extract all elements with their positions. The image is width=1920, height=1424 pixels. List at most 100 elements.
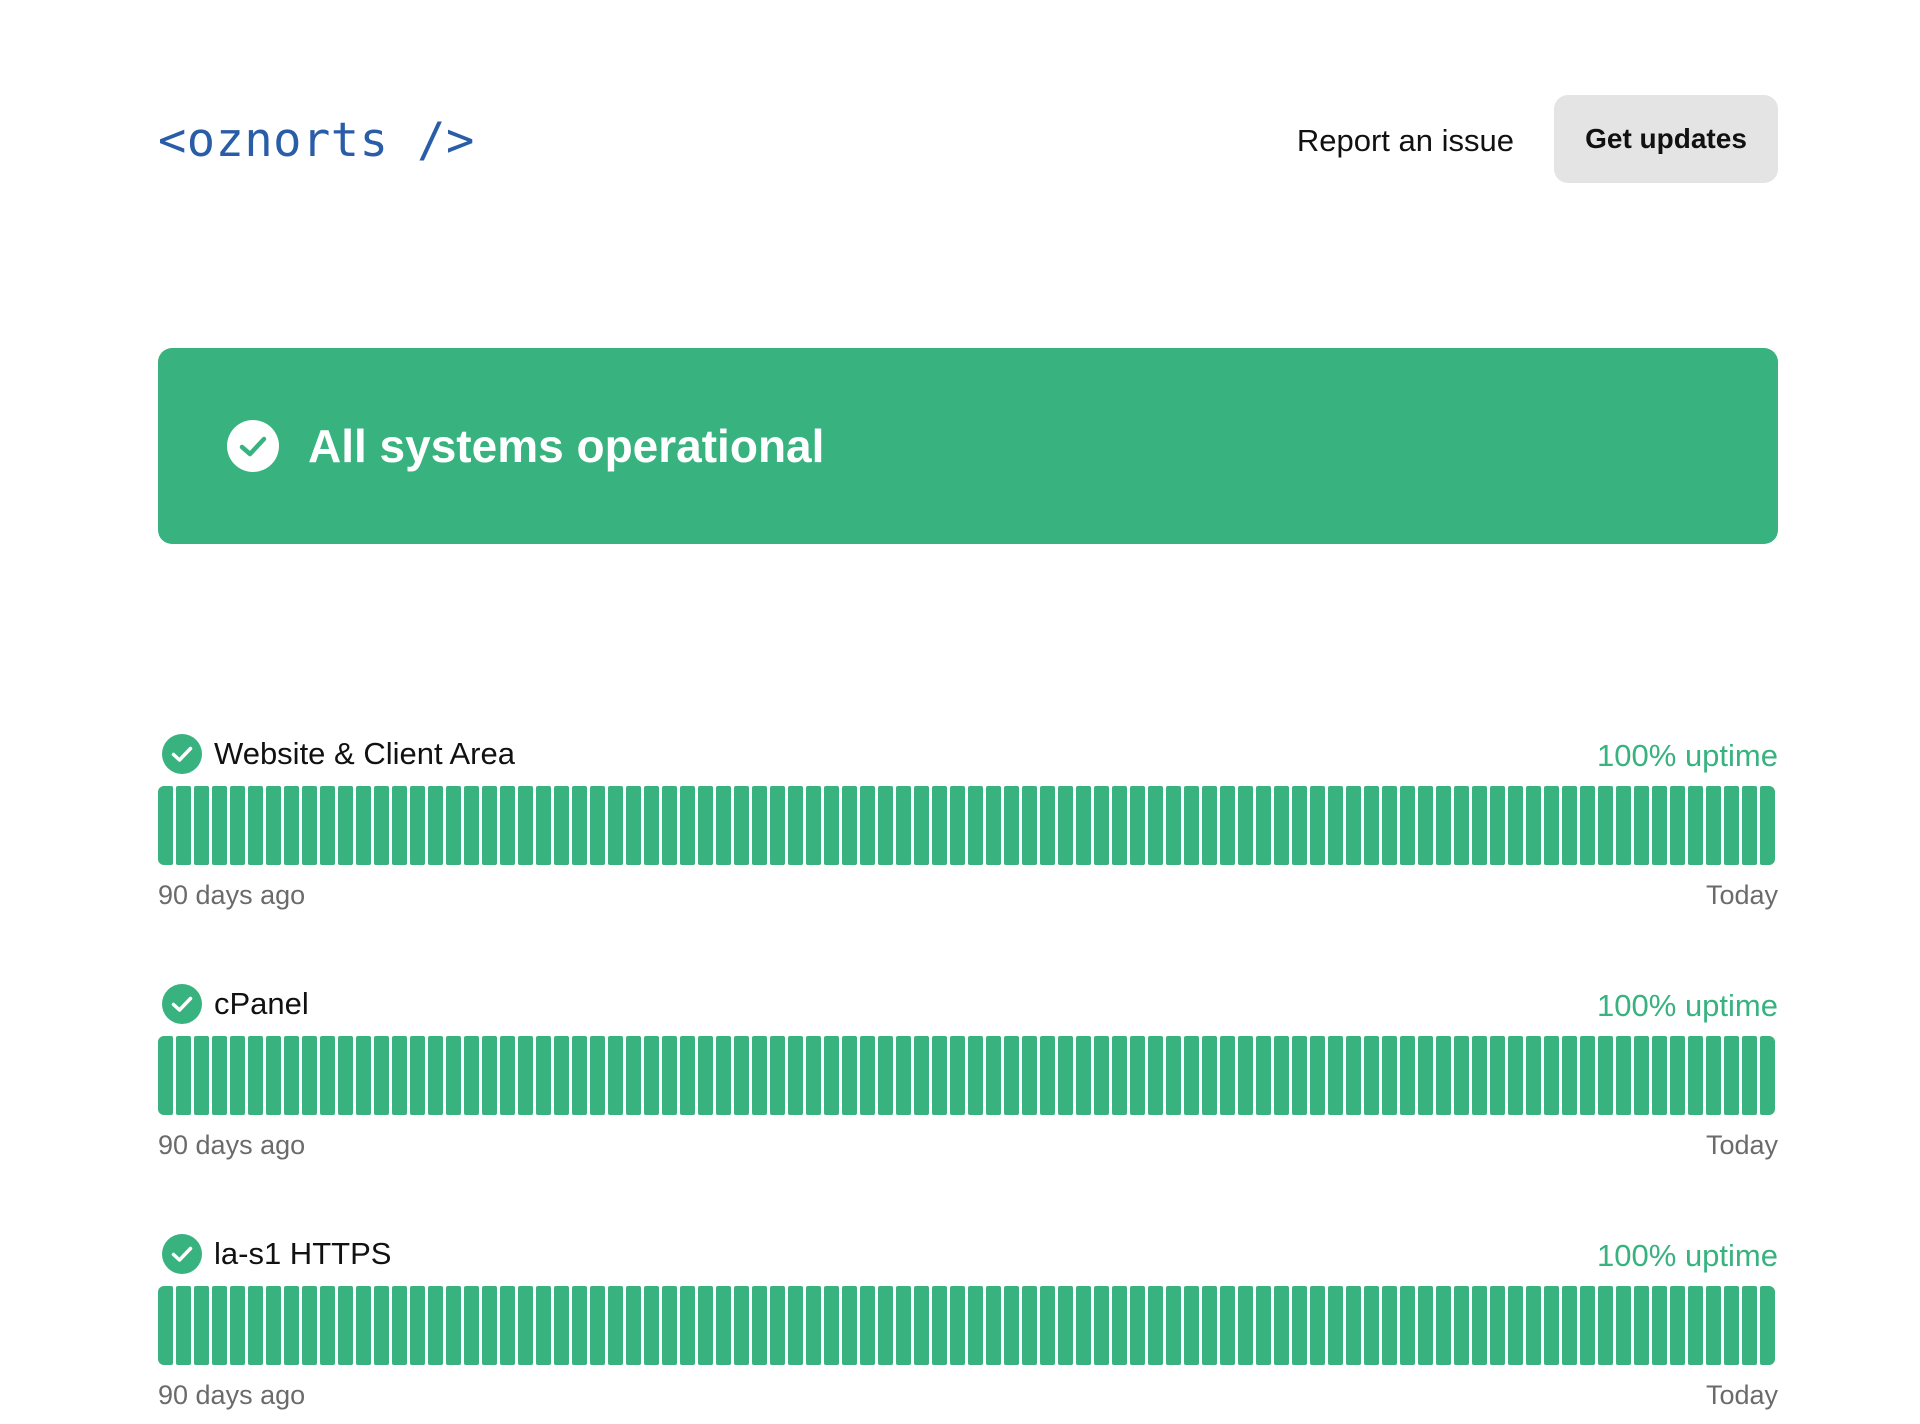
uptime-day-bar[interactable] [842, 1036, 857, 1115]
uptime-day-bar[interactable] [1094, 786, 1109, 865]
uptime-day-bar[interactable] [1562, 786, 1577, 865]
uptime-day-bar[interactable] [1706, 786, 1721, 865]
uptime-day-bar[interactable] [248, 1286, 263, 1365]
uptime-day-bar[interactable] [1760, 1036, 1775, 1115]
uptime-day-bar[interactable] [1094, 1286, 1109, 1365]
uptime-day-bar[interactable] [1382, 1286, 1397, 1365]
uptime-day-bar[interactable] [1004, 786, 1019, 865]
uptime-day-bar[interactable] [1202, 1036, 1217, 1115]
uptime-day-bar[interactable] [482, 1036, 497, 1115]
uptime-day-bar[interactable] [1490, 1286, 1505, 1365]
report-issue-link[interactable]: Report an issue [1296, 123, 1514, 158]
uptime-day-bar[interactable] [1022, 1286, 1037, 1365]
uptime-day-bar[interactable] [1292, 1286, 1307, 1365]
uptime-day-bar[interactable] [1220, 1036, 1235, 1115]
uptime-day-bar[interactable] [1580, 786, 1595, 865]
uptime-day-bar[interactable] [608, 1036, 623, 1115]
uptime-day-bar[interactable] [1256, 1286, 1271, 1365]
uptime-day-bar[interactable] [1436, 1036, 1451, 1115]
uptime-day-bar[interactable] [752, 1036, 767, 1115]
uptime-day-bar[interactable] [1508, 1036, 1523, 1115]
uptime-day-bar[interactable] [1670, 786, 1685, 865]
get-updates-button[interactable]: Get updates [1554, 95, 1778, 183]
uptime-day-bar[interactable] [1490, 1036, 1505, 1115]
uptime-day-bar[interactable] [842, 1286, 857, 1365]
uptime-day-bar[interactable] [1418, 1036, 1433, 1115]
uptime-day-bar[interactable] [1526, 1036, 1541, 1115]
uptime-day-bar[interactable] [1688, 786, 1703, 865]
uptime-day-bar[interactable] [410, 1286, 425, 1365]
uptime-day-bar[interactable] [1562, 1286, 1577, 1365]
uptime-day-bar[interactable] [356, 1286, 371, 1365]
uptime-day-bar[interactable] [1526, 786, 1541, 865]
uptime-day-bar[interactable] [1634, 1286, 1649, 1365]
uptime-day-bar[interactable] [1688, 1036, 1703, 1115]
uptime-day-bar[interactable] [968, 1036, 983, 1115]
uptime-day-bar[interactable] [1166, 786, 1181, 865]
uptime-day-bar[interactable] [1364, 1286, 1379, 1365]
uptime-day-bar[interactable] [626, 786, 641, 865]
uptime-day-bar[interactable] [1760, 786, 1775, 865]
uptime-day-bar[interactable] [644, 786, 659, 865]
uptime-day-bar[interactable] [1688, 1286, 1703, 1365]
uptime-day-bar[interactable] [986, 1036, 1001, 1115]
uptime-day-bar[interactable] [338, 1286, 353, 1365]
uptime-day-bar[interactable] [1652, 1286, 1667, 1365]
uptime-day-bar[interactable] [788, 1036, 803, 1115]
uptime-day-bar[interactable] [824, 1286, 839, 1365]
uptime-day-bar[interactable] [1706, 1286, 1721, 1365]
uptime-day-bar[interactable] [158, 1036, 173, 1115]
uptime-day-bar[interactable] [266, 1036, 281, 1115]
uptime-day-bar[interactable] [194, 1036, 209, 1115]
uptime-day-bar[interactable] [1202, 786, 1217, 865]
uptime-day-bar[interactable] [158, 1286, 173, 1365]
uptime-day-bar[interactable] [734, 1036, 749, 1115]
uptime-day-bar[interactable] [824, 1036, 839, 1115]
uptime-day-bar[interactable] [698, 1036, 713, 1115]
uptime-day-bar[interactable] [788, 786, 803, 865]
uptime-day-bar[interactable] [572, 1036, 587, 1115]
uptime-day-bar[interactable] [986, 786, 1001, 865]
uptime-day-bar[interactable] [410, 1036, 425, 1115]
uptime-day-bar[interactable] [770, 1036, 785, 1115]
uptime-day-bar[interactable] [1580, 1036, 1595, 1115]
uptime-day-bar[interactable] [230, 1036, 245, 1115]
uptime-day-bar[interactable] [608, 1286, 623, 1365]
uptime-day-bar[interactable] [320, 1286, 335, 1365]
uptime-day-bar[interactable] [986, 1286, 1001, 1365]
uptime-day-bar[interactable] [644, 1286, 659, 1365]
uptime-day-bar[interactable] [914, 1286, 929, 1365]
uptime-day-bar[interactable] [1256, 786, 1271, 865]
uptime-day-bar[interactable] [1634, 786, 1649, 865]
uptime-day-bar[interactable] [608, 786, 623, 865]
uptime-day-bar[interactable] [860, 786, 875, 865]
uptime-day-bar[interactable] [374, 786, 389, 865]
uptime-day-bar[interactable] [662, 1286, 677, 1365]
uptime-day-bar[interactable] [968, 1286, 983, 1365]
uptime-day-bar[interactable] [1418, 786, 1433, 865]
uptime-day-bar[interactable] [626, 1036, 641, 1115]
uptime-day-bar[interactable] [482, 1286, 497, 1365]
uptime-day-bar[interactable] [1562, 1036, 1577, 1115]
uptime-day-bar[interactable] [1634, 1036, 1649, 1115]
uptime-day-bar[interactable] [356, 786, 371, 865]
uptime-day-bar[interactable] [212, 1036, 227, 1115]
uptime-day-bar[interactable] [392, 1286, 407, 1365]
uptime-day-bar[interactable] [1436, 1286, 1451, 1365]
uptime-day-bar[interactable] [1454, 1286, 1469, 1365]
uptime-day-bar[interactable] [1310, 1286, 1325, 1365]
logo[interactable]: <oznorts /> [158, 113, 475, 168]
uptime-day-bar[interactable] [806, 1286, 821, 1365]
uptime-day-bar[interactable] [1382, 1036, 1397, 1115]
uptime-day-bar[interactable] [428, 786, 443, 865]
uptime-day-bar[interactable] [356, 1036, 371, 1115]
uptime-day-bar[interactable] [266, 1286, 281, 1365]
uptime-day-bar[interactable] [644, 1036, 659, 1115]
uptime-day-bar[interactable] [1040, 786, 1055, 865]
uptime-day-bar[interactable] [1544, 786, 1559, 865]
uptime-day-bar[interactable] [1400, 786, 1415, 865]
uptime-day-bar[interactable] [1022, 786, 1037, 865]
uptime-day-bar[interactable] [1130, 1286, 1145, 1365]
uptime-day-bar[interactable] [554, 786, 569, 865]
uptime-day-bar[interactable] [1346, 786, 1361, 865]
